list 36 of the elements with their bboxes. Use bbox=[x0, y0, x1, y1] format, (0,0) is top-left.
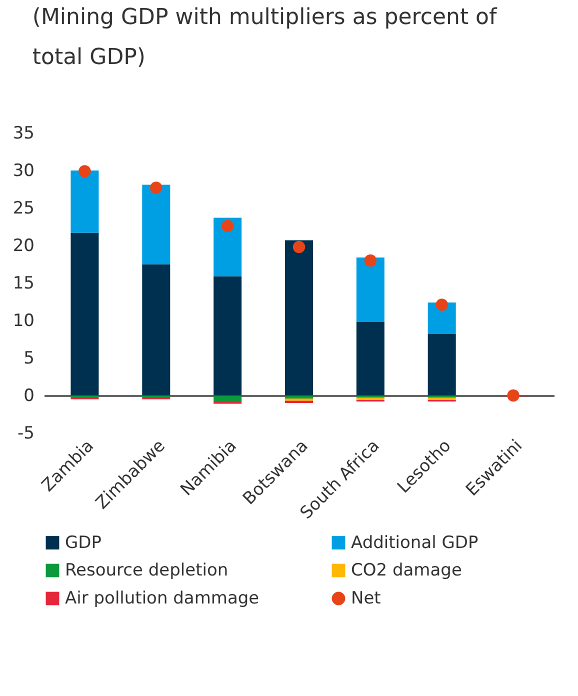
y-tick-label: 0 bbox=[24, 386, 34, 406]
legend-label: GDP bbox=[65, 532, 102, 553]
bar bbox=[70, 232, 99, 396]
point bbox=[78, 165, 91, 178]
bar bbox=[356, 322, 384, 396]
legend-label: Net bbox=[351, 588, 382, 608]
bar bbox=[214, 396, 242, 402]
legend-label: Resource depletion bbox=[65, 560, 228, 580]
point bbox=[507, 389, 520, 402]
bar bbox=[356, 258, 384, 322]
bar bbox=[142, 264, 170, 396]
y-tick-label: 30 bbox=[12, 161, 34, 181]
point bbox=[436, 298, 448, 311]
y-tick-label: 25 bbox=[12, 198, 34, 218]
legend-label: Air pollution dammage bbox=[65, 588, 260, 608]
bar bbox=[285, 396, 313, 398]
y-tick-label: 20 bbox=[12, 236, 34, 256]
legend-label: Additional GDP bbox=[351, 532, 478, 553]
y-tick-label: 15 bbox=[12, 274, 34, 294]
bar bbox=[428, 302, 456, 334]
point bbox=[364, 254, 377, 267]
bar bbox=[428, 334, 456, 396]
y-tick-label: 10 bbox=[12, 311, 34, 331]
point bbox=[221, 220, 234, 232]
chart-title: (Mining GDP with multipliers as percent of total GDP) bbox=[32, 5, 498, 70]
bar bbox=[214, 276, 242, 396]
y-tick-label: 5 bbox=[24, 348, 34, 368]
bar bbox=[142, 184, 170, 264]
point bbox=[150, 182, 162, 194]
legend-label: CO2 damage bbox=[351, 560, 462, 580]
y-tick-label: -5 bbox=[18, 424, 34, 444]
bar bbox=[285, 240, 313, 396]
bar bbox=[70, 170, 99, 233]
bar bbox=[214, 218, 242, 276]
point bbox=[292, 240, 306, 254]
y-tick-label: 35 bbox=[12, 124, 34, 144]
